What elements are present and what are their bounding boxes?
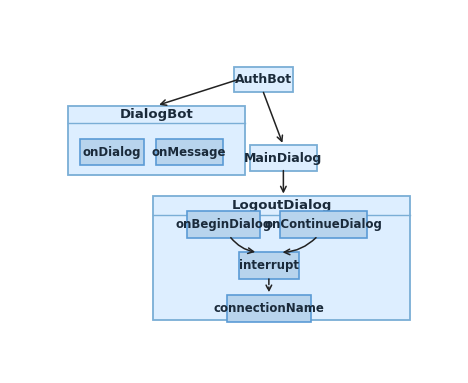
Text: onBeginDialog: onBeginDialog bbox=[176, 218, 271, 231]
Text: AuthBot: AuthBot bbox=[235, 74, 292, 87]
FancyBboxPatch shape bbox=[67, 106, 245, 175]
Text: DialogBot: DialogBot bbox=[119, 108, 193, 121]
FancyBboxPatch shape bbox=[80, 139, 144, 165]
FancyBboxPatch shape bbox=[250, 146, 317, 170]
Text: onMessage: onMessage bbox=[152, 146, 227, 159]
FancyBboxPatch shape bbox=[155, 139, 223, 165]
FancyBboxPatch shape bbox=[280, 211, 367, 237]
FancyBboxPatch shape bbox=[234, 67, 293, 92]
FancyBboxPatch shape bbox=[187, 211, 260, 237]
Text: interrupt: interrupt bbox=[239, 259, 299, 272]
FancyBboxPatch shape bbox=[227, 295, 311, 322]
Text: MainDialog: MainDialog bbox=[244, 152, 322, 165]
Text: onDialog: onDialog bbox=[83, 146, 141, 159]
Text: connectionName: connectionName bbox=[213, 302, 324, 315]
Text: LogoutDialog: LogoutDialog bbox=[231, 199, 332, 212]
FancyBboxPatch shape bbox=[153, 196, 410, 320]
FancyBboxPatch shape bbox=[239, 252, 299, 279]
Text: onContinueDialog: onContinueDialog bbox=[264, 218, 382, 231]
